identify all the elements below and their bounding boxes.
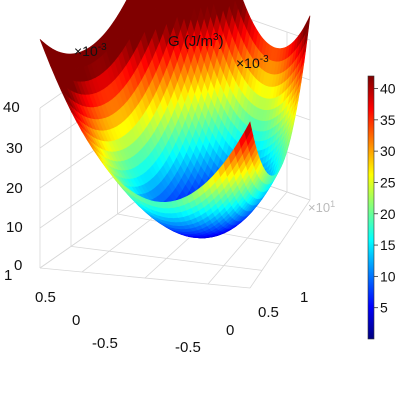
z-tick-label: 10 bbox=[6, 219, 23, 236]
colorbar-tick-label: 25 bbox=[380, 174, 396, 190]
surface-patch bbox=[244, 121, 252, 140]
colorbar-tick-label: 40 bbox=[380, 81, 396, 97]
colorbar: 5 10 15 20 25 30 35 40 bbox=[367, 75, 396, 340]
z-tick-label: 0 bbox=[14, 257, 22, 274]
x-tick-label: 0 bbox=[72, 312, 80, 329]
colorbar-tick-label: 35 bbox=[380, 112, 396, 128]
z-axis-ticks: 40 30 20 10 0 bbox=[3, 99, 23, 274]
x-multiplier: ×10-3 bbox=[74, 42, 107, 59]
colorbar-tick-label: 30 bbox=[380, 143, 396, 159]
surface-plot bbox=[39, 0, 311, 239]
z-tick-label: 20 bbox=[6, 180, 23, 197]
colorbar-tick-label: 10 bbox=[380, 268, 396, 284]
y-tick-label: 0.5 bbox=[258, 304, 279, 321]
z-multiplier: ×101 bbox=[308, 199, 335, 215]
chart-title: G (J/m3) bbox=[168, 32, 224, 50]
x-tick-label: 1 bbox=[4, 267, 12, 284]
colorbar-gradient bbox=[367, 75, 375, 340]
floor-grid-line bbox=[249, 199, 311, 289]
z-tick-label: 30 bbox=[6, 140, 23, 157]
colorbar-tick-label: 20 bbox=[380, 206, 396, 222]
colorbar-tick-label: 15 bbox=[380, 237, 396, 253]
floor-grid-line bbox=[207, 191, 288, 285]
z-tick-label: 40 bbox=[3, 99, 20, 116]
y-multiplier: ×10-3 bbox=[236, 54, 269, 71]
y-tick-label: 1 bbox=[300, 289, 308, 306]
x-axis-ticks: 1 0.5 0 -0.5 bbox=[4, 267, 118, 352]
y-tick-label: -0.5 bbox=[175, 339, 201, 356]
colorbar-tick-label: 5 bbox=[380, 300, 388, 316]
x-tick-label: -0.5 bbox=[92, 335, 118, 352]
x-tick-label: 0.5 bbox=[35, 289, 56, 306]
colorbar-ticks: 5 10 15 20 25 30 35 40 bbox=[374, 81, 396, 316]
y-tick-label: 0 bbox=[226, 322, 234, 339]
y-axis-ticks: -0.5 0 0.5 1 bbox=[175, 289, 308, 356]
